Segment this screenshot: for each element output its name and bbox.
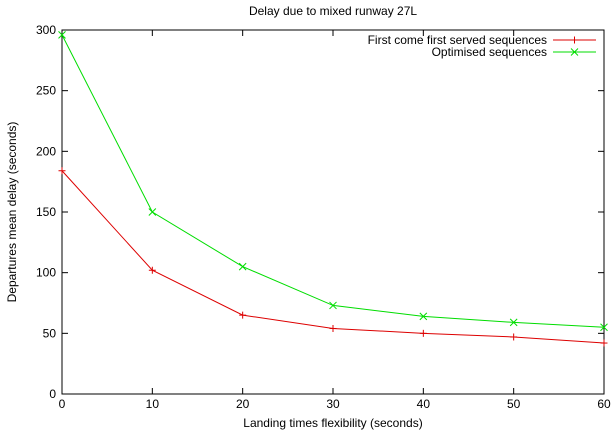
- data-point: [238, 262, 247, 271]
- data-point: [419, 312, 428, 321]
- x-tick-label: 20: [236, 397, 250, 411]
- x-tick-label: 50: [507, 397, 521, 411]
- legend-item: First come first served sequences: [368, 33, 596, 47]
- legend-item: Optimised sequences: [432, 45, 596, 59]
- x-axis-label: Landing times flexibility (seconds): [243, 416, 422, 430]
- series-line: [61, 170, 605, 344]
- data-point: [58, 167, 66, 175]
- legend-label: Optimised sequences: [432, 45, 547, 59]
- data-point: [600, 323, 608, 332]
- series-layer: [58, 30, 608, 347]
- series-line: [61, 34, 605, 328]
- data-point: [509, 318, 518, 327]
- y-tick-label: 100: [36, 266, 56, 280]
- chart-title: Delay due to mixed runway 27L: [249, 4, 417, 18]
- data-point: [510, 333, 518, 341]
- y-tick-label: 0: [49, 387, 56, 401]
- x-tick-label: 0: [59, 397, 66, 411]
- y-axis-ticks: 0 50 100 150 200 250 300: [36, 23, 604, 401]
- plot-frame: [61, 29, 605, 395]
- legend-label: First come first served sequences: [368, 33, 547, 47]
- x-axis-ticks: 0 10 20 30 40 50 60: [59, 30, 611, 411]
- legend-marker: [571, 36, 578, 44]
- data-point: [329, 301, 337, 310]
- data-point: [148, 208, 157, 216]
- y-axis-label: Departures mean delay (seconds): [5, 122, 19, 303]
- y-tick-label: 50: [43, 326, 57, 340]
- legend-marker: [570, 48, 579, 56]
- series-2: [58, 30, 608, 332]
- data-point: [148, 266, 156, 274]
- plot-border: [61, 29, 605, 395]
- series-1: [58, 167, 608, 347]
- y-tick-label: 250: [36, 84, 56, 98]
- x-tick-label: 30: [326, 397, 340, 411]
- data-point: [58, 30, 66, 39]
- y-tick-label: 200: [36, 144, 56, 158]
- legend: First come first served sequencesOptimis…: [368, 33, 596, 59]
- y-tick-label: 300: [36, 23, 56, 37]
- data-point: [600, 339, 608, 347]
- data-point: [239, 311, 247, 319]
- x-tick-label: 40: [417, 397, 431, 411]
- x-tick-label: 10: [146, 397, 160, 411]
- x-tick-label: 60: [597, 397, 611, 411]
- y-tick-label: 150: [36, 205, 56, 219]
- data-point: [329, 324, 337, 332]
- data-point: [419, 329, 427, 337]
